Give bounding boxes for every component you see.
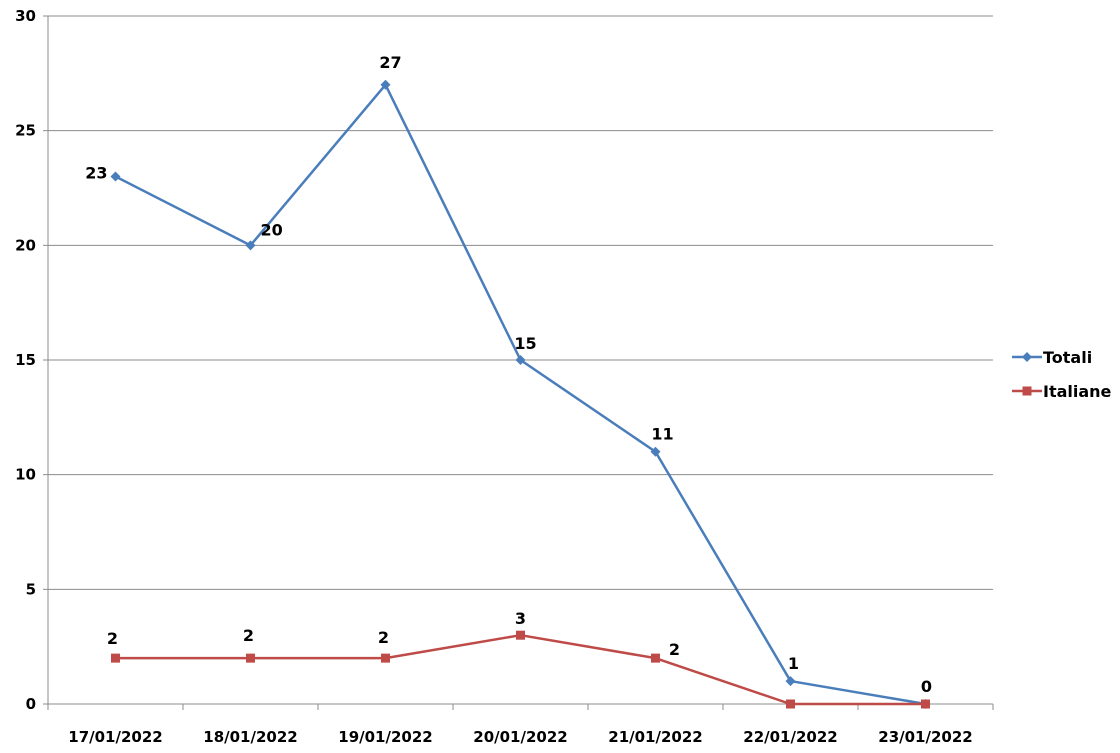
- x-tick-label: 22/01/2022: [743, 728, 837, 746]
- data-label: 3: [515, 609, 526, 628]
- y-tick-label: 20: [15, 236, 36, 254]
- data-label: 11: [651, 425, 673, 444]
- data-point-marker: [650, 446, 661, 457]
- data-point-marker: [785, 676, 796, 687]
- legend-label: Totali: [1043, 348, 1092, 367]
- x-tick-label: 19/01/2022: [338, 728, 432, 746]
- data-label: 1: [788, 654, 799, 673]
- legend-marker: [1022, 386, 1032, 396]
- data-label: 2: [378, 628, 389, 647]
- legend-label: Italiane: [1043, 382, 1112, 401]
- x-tick-label: 23/01/2022: [878, 728, 972, 746]
- data-label: 20: [261, 220, 283, 239]
- data-point-marker: [380, 79, 391, 90]
- y-tick-label: 10: [15, 466, 36, 484]
- data-point-marker: [786, 699, 795, 709]
- data-point-marker: [245, 240, 256, 251]
- data-point-marker: [515, 355, 526, 365]
- data-point-marker: [111, 653, 120, 663]
- y-tick-label: 5: [26, 580, 36, 598]
- x-tick-label: 21/01/2022: [608, 728, 702, 746]
- legend-item-totali: Totali: [1012, 348, 1092, 367]
- gridlines: [48, 15, 993, 590]
- y-tick-label: 15: [15, 351, 36, 369]
- data-point-marker: [921, 699, 930, 709]
- legend-marker: [1022, 352, 1032, 362]
- x-tick-label: 17/01/2022: [68, 728, 162, 746]
- data-point-marker: [516, 630, 525, 640]
- data-point-marker: [651, 653, 660, 663]
- data-point-marker: [381, 653, 390, 663]
- data-label: 2: [669, 640, 680, 659]
- data-label: 23: [85, 164, 107, 183]
- data-label: 2: [243, 626, 254, 645]
- data-point-marker: [110, 171, 121, 182]
- legend: Totali Italiane: [1012, 348, 1112, 401]
- y-tick-label: 25: [15, 122, 36, 140]
- data-label: 27: [379, 53, 401, 72]
- data-label: 2: [107, 629, 118, 648]
- data-label: 15: [514, 334, 536, 353]
- x-tick-label: 18/01/2022: [203, 728, 297, 746]
- series-line-italiane: [115, 633, 926, 706]
- data-point-marker: [246, 653, 255, 663]
- y-tick-label: 30: [15, 7, 36, 25]
- data-label: 0: [921, 677, 932, 696]
- y-tick-label: 0: [26, 695, 36, 713]
- x-tick-label: 20/01/2022: [473, 728, 567, 746]
- series: [110, 79, 931, 709]
- legend-item-italiane: Italiane: [1012, 382, 1112, 401]
